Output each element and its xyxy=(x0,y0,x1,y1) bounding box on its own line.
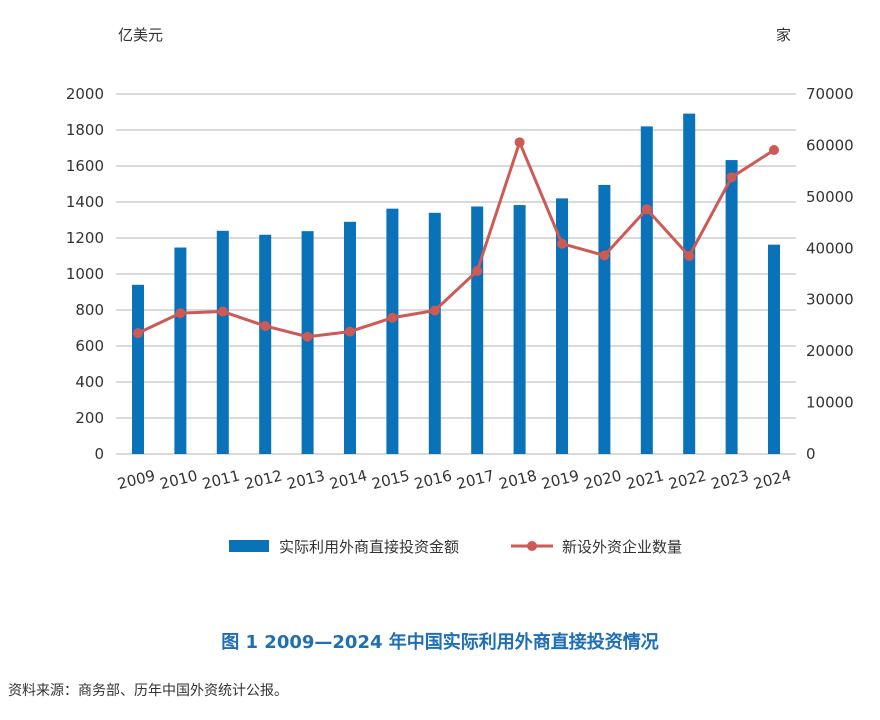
x-tick-label: 2020 xyxy=(582,466,623,493)
bar-2023 xyxy=(725,160,738,454)
line-series xyxy=(133,137,779,342)
x-tick-label: 2017 xyxy=(455,466,496,493)
left-axis-unit: 亿美元 xyxy=(118,26,163,44)
x-tick-label: 2013 xyxy=(285,466,326,493)
left-tick-label: 600 xyxy=(75,337,104,355)
line-point-2019 xyxy=(557,238,567,249)
bar-2012 xyxy=(259,234,272,454)
line-point-2010 xyxy=(175,308,186,319)
combo-chart: 亿美元 家 0 200 400 600 800 1000 1200 1400 1600 1800 2… xyxy=(66,26,854,556)
source-note: 资料来源：商务部、历年中国外资统计公报。 xyxy=(8,683,288,699)
bar-2013 xyxy=(301,231,314,454)
right-axis-ticks: 0 10000 20000 30000 40000 50000 60000 70000 xyxy=(806,85,854,463)
x-tick-label: 2010 xyxy=(158,466,199,493)
x-tick-label: 2014 xyxy=(328,466,369,493)
line-point-2021 xyxy=(641,204,652,215)
bar-2024 xyxy=(768,244,780,454)
right-tick-label: 20000 xyxy=(806,342,854,360)
left-tick-label: 2000 xyxy=(66,85,104,103)
x-tick-label: 2019 xyxy=(540,466,581,493)
legend-line-marker xyxy=(527,541,537,551)
left-tick-label: 1000 xyxy=(66,265,104,283)
legend-bar-label: 实际利用外商直接投资金额 xyxy=(279,538,459,556)
x-tick-label: 2009 xyxy=(116,466,157,493)
right-axis-unit: 家 xyxy=(776,26,791,44)
bar-2021 xyxy=(640,126,653,455)
x-axis-ticks: 2009 2010 2011 2012 2013 2014 2015 2016 2017 2018… xyxy=(116,466,793,493)
line-point-2017 xyxy=(472,265,483,276)
right-tick-label: 40000 xyxy=(806,239,854,257)
left-tick-label: 800 xyxy=(75,301,104,319)
x-tick-label: 2016 xyxy=(412,466,453,493)
right-tick-label: 0 xyxy=(806,445,816,463)
x-tick-label: 2021 xyxy=(624,466,665,493)
bar-2009 xyxy=(132,284,144,454)
bar-2010 xyxy=(174,247,187,454)
line-path xyxy=(137,140,775,339)
line-point-2013 xyxy=(302,331,313,342)
line-point-2015 xyxy=(387,312,398,323)
line-point-2023 xyxy=(726,172,737,183)
line-point-2018 xyxy=(514,137,525,148)
x-tick-label: 2022 xyxy=(667,466,708,493)
left-tick-label: 1600 xyxy=(66,157,104,175)
line-point-2011 xyxy=(217,306,228,317)
line-point-2014 xyxy=(345,326,355,337)
left-tick-label: 0 xyxy=(94,445,104,463)
left-axis-ticks: 0 200 400 600 800 1000 1200 1400 1600 1800 2000 xyxy=(66,85,104,463)
left-tick-label: 400 xyxy=(75,373,104,391)
left-tick-label: 1800 xyxy=(66,121,104,139)
x-tick-label: 2015 xyxy=(370,466,411,493)
line-point-2020 xyxy=(599,250,610,261)
legend-bar-swatch xyxy=(229,540,269,552)
legend-line-label: 新设外资企业数量 xyxy=(562,538,682,556)
right-tick-label: 50000 xyxy=(806,188,854,206)
bar-2020 xyxy=(598,184,611,454)
bar-2015 xyxy=(386,208,399,454)
line-point-2009 xyxy=(133,328,143,339)
line-point-2022 xyxy=(684,251,695,261)
left-tick-label: 1200 xyxy=(66,229,104,247)
x-tick-label: 2012 xyxy=(243,466,284,493)
bar-2018 xyxy=(513,205,526,454)
x-tick-label: 2011 xyxy=(200,466,241,493)
right-tick-label: 60000 xyxy=(806,136,854,154)
figure-caption: 图 1 2009—2024 年中国实际利用外商直接投资情况 xyxy=(221,632,659,653)
bar-2016 xyxy=(428,212,441,454)
left-tick-label: 1400 xyxy=(66,193,104,211)
right-tick-label: 10000 xyxy=(806,394,854,412)
line-point-2016 xyxy=(429,305,440,316)
x-tick-label: 2018 xyxy=(497,466,538,493)
x-tick-label: 2024 xyxy=(752,466,793,493)
line-point-2024 xyxy=(769,145,779,156)
legend: 实际利用外商直接投资金额 新设外资企业数量 xyxy=(229,538,682,556)
bar-series xyxy=(132,113,780,455)
bar-2011 xyxy=(216,230,229,454)
bar-2014 xyxy=(344,221,356,454)
right-tick-label: 30000 xyxy=(806,291,854,309)
line-point-2012 xyxy=(260,320,271,331)
bar-2019 xyxy=(556,198,568,454)
bar-2017 xyxy=(471,206,484,454)
x-tick-label: 2023 xyxy=(709,466,750,493)
grid-lines xyxy=(116,93,796,455)
right-tick-label: 70000 xyxy=(806,85,854,103)
bar-2022 xyxy=(683,113,696,455)
left-tick-label: 200 xyxy=(75,409,104,427)
